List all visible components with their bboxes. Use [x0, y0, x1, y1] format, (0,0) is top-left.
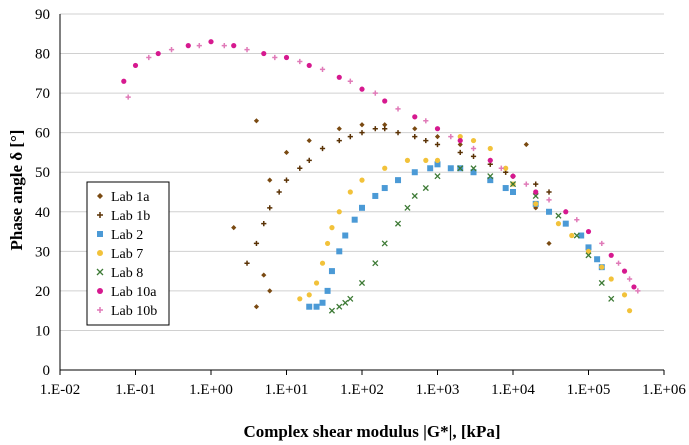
- data-point: [382, 98, 387, 103]
- data-point: [359, 87, 364, 92]
- data-point: [631, 284, 636, 289]
- data-point: [423, 158, 428, 163]
- data-point: [325, 241, 330, 246]
- legend-label: Lab 10a: [111, 285, 157, 300]
- legend-label: Lab 2: [111, 228, 143, 243]
- data-point: [382, 166, 387, 171]
- data-point: [352, 217, 358, 223]
- data-point: [395, 177, 401, 183]
- data-point: [329, 225, 334, 230]
- data-point: [261, 51, 266, 56]
- data-point: [314, 280, 319, 285]
- x-tick-label: 1.E+01: [265, 382, 309, 398]
- data-point: [314, 304, 320, 310]
- x-tick-label: 1.E+02: [340, 382, 384, 398]
- x-tick-label: 1.E+00: [189, 382, 233, 398]
- data-point: [627, 308, 632, 313]
- data-point: [546, 209, 552, 215]
- data-point: [329, 268, 335, 274]
- data-point: [563, 221, 569, 227]
- data-point: [412, 114, 417, 119]
- data-point: [382, 185, 388, 191]
- legend-marker: [97, 288, 103, 294]
- data-point: [320, 261, 325, 266]
- legend-label: Lab 1b: [111, 209, 150, 224]
- x-axis-title: Complex shear modulus |G*|, [kPa]: [243, 422, 500, 441]
- data-point: [609, 253, 614, 258]
- x-tick-label: 1.E-01: [115, 382, 155, 398]
- data-point: [306, 304, 312, 310]
- data-point: [569, 233, 574, 238]
- data-point: [622, 292, 627, 297]
- data-point: [405, 158, 410, 163]
- data-point: [231, 43, 236, 48]
- data-point: [325, 288, 331, 294]
- data-point: [372, 193, 378, 199]
- data-point: [186, 43, 191, 48]
- legend-label: Lab 8: [111, 266, 143, 281]
- legend-marker: [97, 231, 103, 237]
- y-tick-label: 40: [35, 205, 50, 221]
- data-point: [622, 269, 627, 274]
- data-point: [412, 169, 418, 175]
- data-point: [563, 209, 568, 214]
- data-point: [359, 178, 364, 183]
- data-point: [297, 296, 302, 301]
- data-point: [320, 300, 326, 306]
- data-point: [133, 63, 138, 68]
- data-point: [533, 201, 538, 206]
- data-point: [348, 189, 353, 194]
- data-point: [458, 138, 463, 143]
- x-tick-labels: 1.E-02 1.E-01 1.E+00 1.E+01 1.E+02 1.E+03 1.E+…: [40, 382, 687, 398]
- data-point: [488, 146, 493, 151]
- data-point: [284, 55, 289, 60]
- data-point: [337, 209, 342, 214]
- y-tick-label: 10: [35, 323, 50, 339]
- data-point: [336, 248, 342, 254]
- data-point: [556, 221, 561, 226]
- data-point: [156, 51, 161, 56]
- data-point: [586, 229, 591, 234]
- data-point: [435, 126, 440, 131]
- data-point: [435, 158, 440, 163]
- y-axis-title: Phase angle δ [°]: [7, 130, 26, 251]
- data-point: [337, 75, 342, 80]
- data-point: [448, 165, 454, 171]
- data-point: [533, 189, 538, 194]
- data-point: [471, 138, 476, 143]
- data-point: [488, 158, 493, 163]
- y-tick-label: 70: [35, 86, 50, 102]
- y-tick-label: 30: [35, 244, 50, 260]
- y-tick-label: 20: [35, 284, 50, 300]
- data-point: [510, 189, 516, 195]
- x-tick-label: 1.E+06: [642, 382, 686, 398]
- x-tick-label: 1.E+04: [491, 382, 535, 398]
- x-tick-label: 1.E+05: [567, 382, 611, 398]
- data-point: [208, 39, 213, 44]
- x-tick-label: 1.E+03: [416, 382, 460, 398]
- data-point: [307, 292, 312, 297]
- legend: Lab 1a Lab 1b Lab 2 Lab 7 Lab 8 Lab 10a Lab 10…: [87, 182, 169, 325]
- y-tick-label: 50: [35, 165, 50, 181]
- legend-label: Lab 10b: [111, 304, 157, 319]
- data-point: [121, 79, 126, 84]
- x-tick-label: 1.E-02: [40, 382, 80, 398]
- data-point: [342, 233, 348, 239]
- data-point: [427, 165, 433, 171]
- data-point: [609, 276, 614, 281]
- y-tick-label: 90: [35, 7, 50, 23]
- data-point: [510, 174, 515, 179]
- data-point: [503, 185, 509, 191]
- legend-marker: [97, 250, 103, 256]
- data-point: [599, 265, 604, 270]
- y-tick-label: 60: [35, 126, 50, 142]
- data-point: [307, 63, 312, 68]
- legend-label: Lab 7: [111, 247, 143, 262]
- data-point: [594, 256, 600, 262]
- y-tick-label: 80: [35, 47, 50, 63]
- data-point: [359, 205, 365, 211]
- y-tick-label: 0: [43, 363, 51, 379]
- legend-label: Lab 1a: [111, 190, 150, 205]
